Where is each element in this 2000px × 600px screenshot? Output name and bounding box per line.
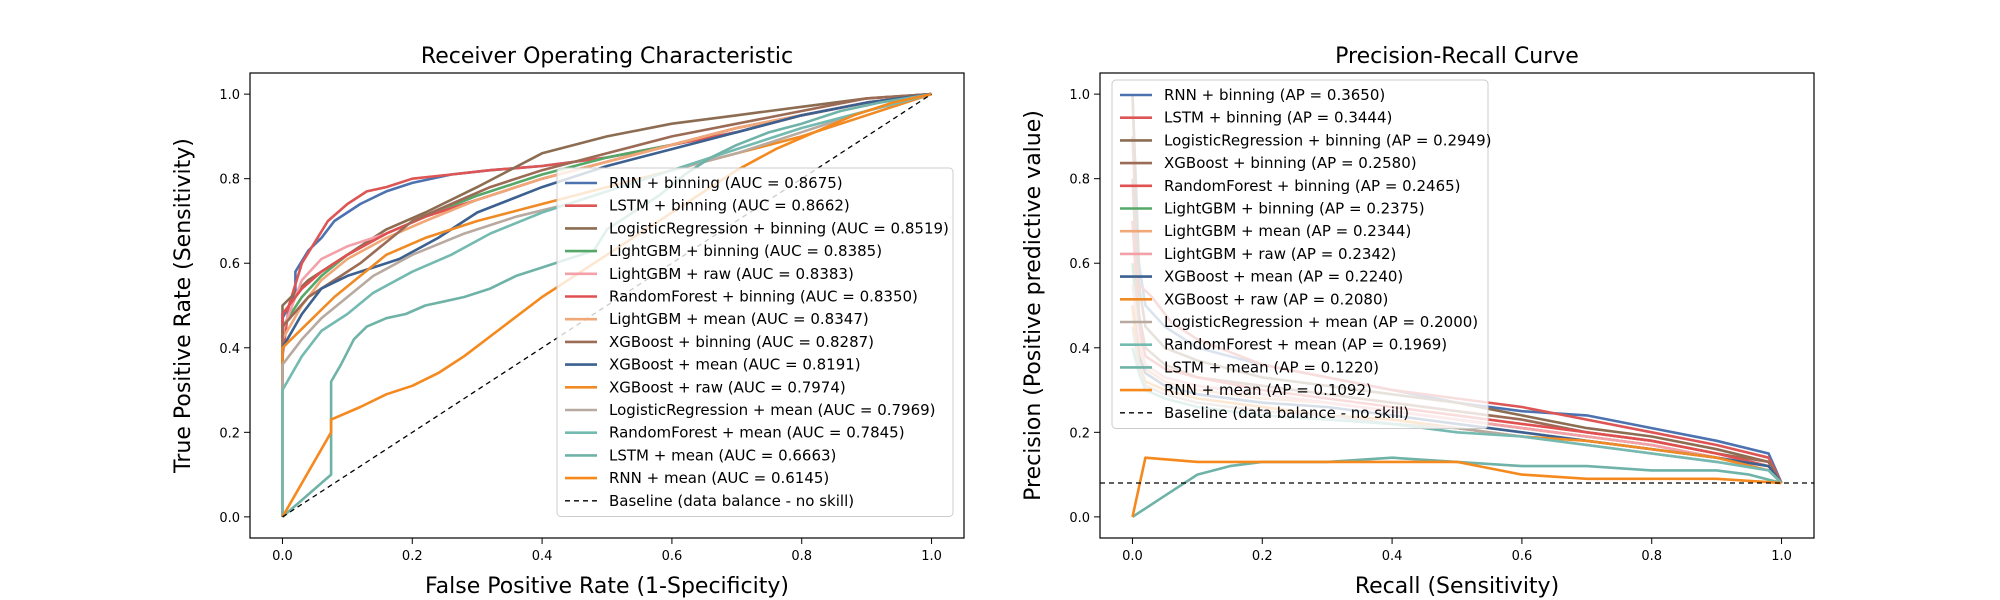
x-tick-label: 0.8 (1641, 549, 1662, 564)
legend-entry: RandomForest + mean (AUC = 0.7845) (609, 424, 905, 442)
legend-entry: LightGBM + mean (AUC = 0.8347) (609, 310, 869, 328)
legend-entry: RNN + binning (AUC = 0.8675) (609, 174, 843, 192)
legend-entry: XGBoost + raw (AUC = 0.7974) (609, 378, 846, 396)
x-tick-label: 0.0 (272, 549, 293, 564)
x-tick-label: 1.0 (921, 549, 942, 564)
legend-entry: LSTM + mean (AP = 0.1220) (1164, 358, 1379, 376)
legend-entry: LSTM + binning (AUC = 0.8662) (609, 197, 850, 215)
x-tick-label: 0.2 (402, 549, 423, 564)
legend-entry: XGBoost + raw (AP = 0.2080) (1164, 290, 1388, 308)
x-tick-label: 0.0 (1122, 549, 1143, 564)
legend-entry: RandomForest + binning (AP = 0.2465) (1164, 177, 1461, 195)
legend-box (1111, 79, 1489, 429)
x-tick-label: 0.4 (532, 549, 553, 564)
series-line-11 (281, 92, 932, 517)
x-tick-label: 0.2 (1252, 549, 1273, 564)
chart-title: Receiver Operating Characteristic (421, 44, 793, 69)
series-line-12 (281, 92, 932, 518)
legend-entry: LSTM + binning (AP = 0.3444) (1164, 109, 1392, 127)
legend-box (556, 167, 954, 517)
y-tick-label: 0.2 (1069, 426, 1090, 441)
legend-entry: Baseline (data balance - no skill) (1164, 404, 1409, 422)
legend-entry: LightGBM + binning (AP = 0.2375) (1164, 200, 1425, 218)
y-axis-label: True Positive Rate (Sensitivity) (171, 138, 196, 474)
y-tick-label: 0.8 (1069, 173, 1090, 188)
x-tick-label: 1.0 (1771, 549, 1792, 564)
legend-entry: XGBoost + mean (AP = 0.2240) (1164, 268, 1403, 286)
pr-chart: 0.0 0.2 0.4 0.6 0.8 1.0 0.0 0.2 0.4 0.6 0.8 1.0 Prec… (1021, 44, 1815, 599)
x-tick-label: 0.6 (662, 549, 683, 564)
axes-frame (249, 72, 965, 539)
legend-entry: RNN + mean (AUC = 0.6145) (609, 469, 829, 487)
y-tick-label: 0.6 (1069, 257, 1090, 272)
y-tick-label: 1.0 (1069, 88, 1090, 103)
series-line-10 (281, 92, 932, 517)
legend-entry: LogisticRegression + mean (AP = 0.2000) (1164, 313, 1478, 331)
legend: RNN + binning (AUC = 0.8675) LSTM + binni… (556, 167, 954, 517)
roc-chart: 0.0 0.2 0.4 0.6 0.8 1.0 0.0 0.2 0.4 0.6 0.8 1.0 Rece… (171, 44, 965, 599)
legend-entry: LightGBM + raw (AP = 0.2342) (1164, 245, 1396, 263)
y-axis-label: Precision (Positive predictive value) (1021, 110, 1046, 501)
legend-entry: Baseline (data balance - no skill) (609, 492, 854, 510)
y-tick-label: 0.2 (219, 426, 240, 441)
series-line-8 (281, 92, 932, 517)
x-axis-label: Recall (Sensitivity) (1355, 574, 1559, 599)
x-tick-label: 0.4 (1382, 549, 1403, 564)
legend-entry: RandomForest + binning (AUC = 0.8350) (609, 288, 918, 306)
axes-frame (1099, 72, 1815, 539)
series-line-13 (1131, 456, 1782, 518)
legend-entry: RNN + binning (AP = 0.3650) (1164, 86, 1385, 104)
legend-entry: LogisticRegression + binning (AUC = 0.85… (609, 219, 949, 237)
legend-entry: RandomForest + mean (AP = 0.1969) (1164, 336, 1447, 354)
y-tick-label: 0.0 (1069, 511, 1090, 526)
y-tick-label: 0.4 (1069, 342, 1090, 357)
x-tick-label: 0.8 (791, 549, 812, 564)
y-tick-label: 0.6 (219, 257, 240, 272)
y-tick-label: 1.0 (219, 88, 240, 103)
legend-entry: LightGBM + raw (AUC = 0.8383) (609, 265, 854, 283)
legend-entry: LightGBM + binning (AUC = 0.8385) (609, 242, 882, 260)
series-line-9 (281, 92, 932, 517)
legend: RNN + binning (AP = 0.3650) LSTM + binnin… (1111, 79, 1492, 429)
y-tick-label: 0.0 (219, 511, 240, 526)
legend-entry: RNN + mean (AP = 0.1092) (1164, 381, 1372, 399)
legend-entry: XGBoost + mean (AUC = 0.8191) (609, 356, 861, 374)
y-tick-label: 0.8 (219, 173, 240, 188)
legend-entry: XGBoost + binning (AP = 0.2580) (1164, 154, 1417, 172)
legend-entry: LightGBM + mean (AP = 0.2344) (1164, 222, 1411, 240)
legend-entry: LogisticRegression + binning (AP = 0.294… (1164, 131, 1492, 149)
legend-entry: LSTM + mean (AUC = 0.6663) (609, 446, 836, 464)
series-line-12 (1131, 456, 1782, 518)
legend-entry: XGBoost + binning (AUC = 0.8287) (609, 333, 874, 351)
x-tick-label: 0.6 (1512, 549, 1533, 564)
legend-entry: LogisticRegression + mean (AUC = 0.7969) (609, 401, 936, 419)
x-axis-label: False Positive Rate (1-Specificity) (425, 574, 789, 599)
y-tick-label: 0.4 (219, 342, 240, 357)
chart-title: Precision-Recall Curve (1335, 44, 1579, 69)
